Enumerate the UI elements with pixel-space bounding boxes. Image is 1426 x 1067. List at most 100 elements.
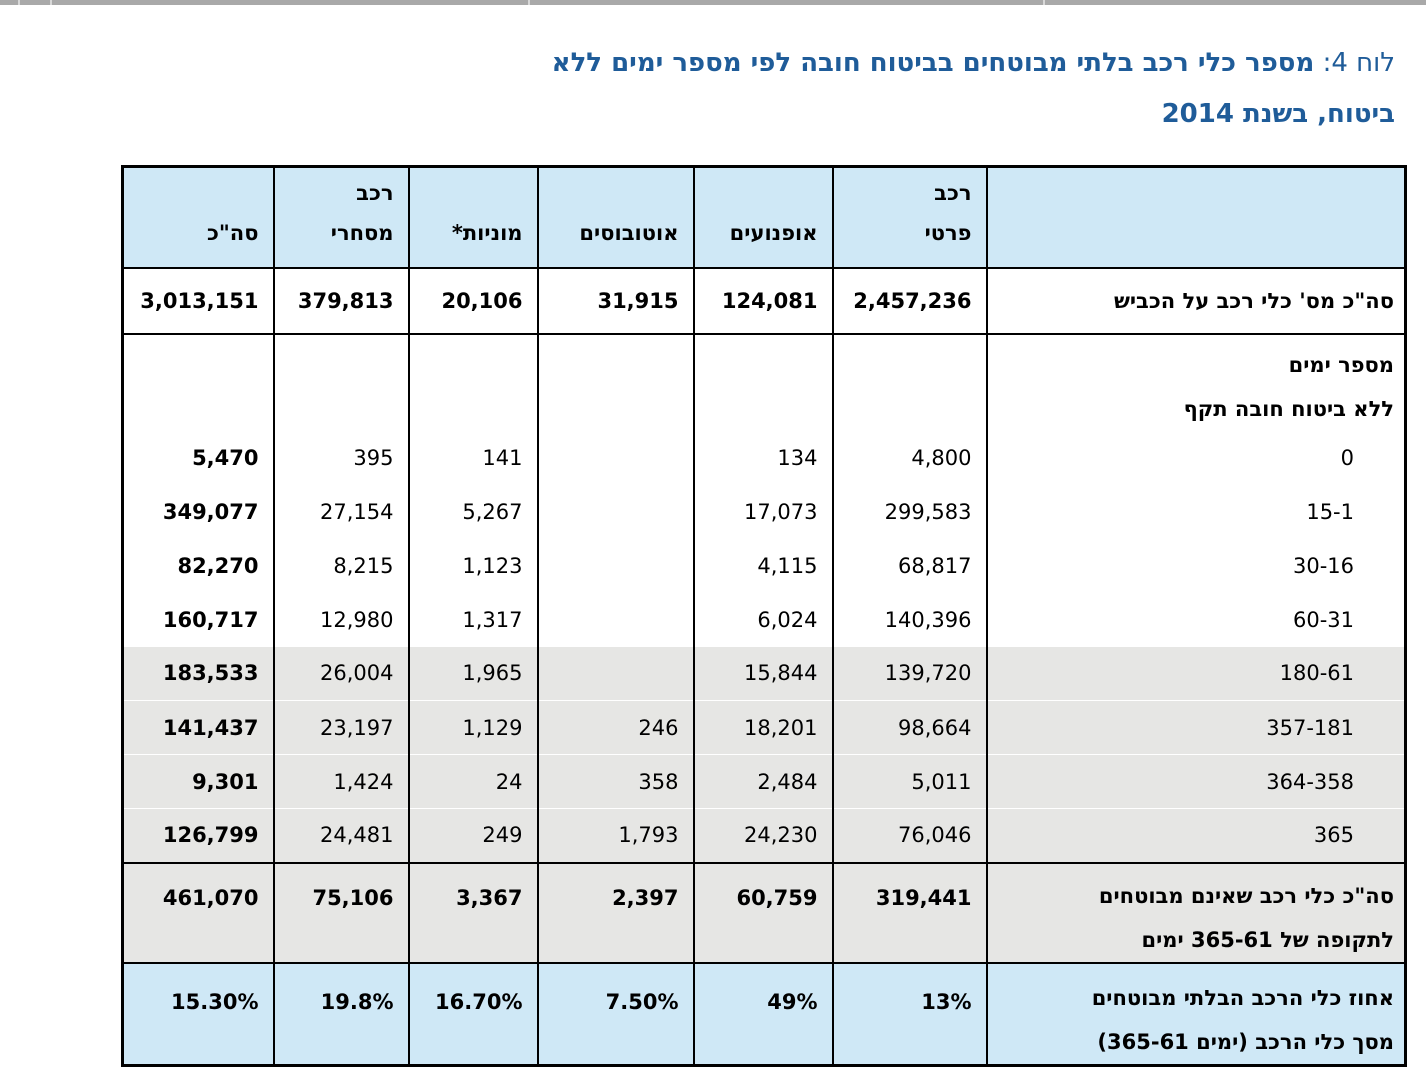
cell-commercial: 395 — [272, 430, 410, 485]
cell-total: 9,301 — [121, 754, 275, 809]
percent-label-line2: (365-61 ימים) מסך כלי הרכב — [994, 1020, 1394, 1064]
cell-empty — [831, 333, 988, 431]
cell-motorcycles: 17,073 — [692, 484, 834, 539]
cell-commercial: 24,481 — [272, 808, 410, 863]
strip-separator — [528, 0, 530, 5]
cell-taxis: 3,367 — [407, 862, 539, 963]
row-label: סה"כ מס' כלי רכב על הכביש — [985, 267, 1407, 334]
cell-buses: 1,793 — [536, 808, 695, 863]
header-grand-total: סה"כ — [121, 166, 275, 268]
cell-private: 4,800 — [831, 430, 988, 485]
row-total-uninsured: סה"כ כלי רכב שאינם מבוטחים לתקופה של 365… — [121, 862, 1407, 963]
header-buses: אוטובוסים — [536, 166, 695, 268]
uninsured-vehicles-table: רכב פרטי אופנועים אוטובוסים מוניות* רכב … — [121, 165, 1407, 1067]
title-line-1: לוח 4: מספר כלי רכב בלתי מבוטחים בביטוח … — [552, 38, 1395, 89]
cell-empty — [692, 333, 834, 431]
row-section-title: מספר ימים ללא ביטוח חובה תקף — [121, 333, 1407, 431]
cell-taxis: 1,123 — [407, 538, 539, 593]
cell-total: 15.30% — [121, 962, 275, 1065]
cell-motorcycles: 60,759 — [692, 862, 834, 963]
row-days-181-357: 357-181 98,664 18,201 246 1,129 23,197 1… — [121, 700, 1407, 755]
cell-total: 349,077 — [121, 484, 275, 539]
header-taxis: מוניות* — [407, 166, 539, 268]
cell-total: 141,437 — [121, 700, 275, 755]
percent-label-line1: אחוז כלי הרכב הבלתי מבוטחים — [1091, 985, 1394, 1010]
header-private-line2: פרטי — [924, 220, 972, 245]
cell-buses — [536, 592, 695, 647]
cell-private: 319,441 — [831, 862, 988, 963]
cell-buses: 358 — [536, 754, 695, 809]
cell-buses: 31,915 — [536, 267, 695, 334]
cell-empty — [536, 333, 695, 431]
cell-commercial: 26,004 — [272, 646, 410, 701]
total-uninsured-label-line1: סה"כ כלי רכב שאינם מבוטחים — [1098, 883, 1394, 908]
row-label: אחוז כלי הרכב הבלתי מבוטחים (365-61 ימים… — [985, 962, 1407, 1065]
cell-taxis: 24 — [407, 754, 539, 809]
day-range-label: 30-16 — [985, 538, 1407, 593]
title-line-2: ביטוח, בשנת 2014 — [1161, 99, 1395, 129]
cell-commercial: 379,813 — [272, 267, 410, 334]
cell-taxis: 1,965 — [407, 646, 539, 701]
cell-taxis: 16.70% — [407, 962, 539, 1065]
cell-taxis: 1,317 — [407, 592, 539, 647]
strip-separator — [1043, 0, 1045, 5]
cell-motorcycles: 6,024 — [692, 592, 834, 647]
cell-private: 139,720 — [831, 646, 988, 701]
cell-private: 5,011 — [831, 754, 988, 809]
cell-private: 299,583 — [831, 484, 988, 539]
row-days-61-180: 180-61 139,720 15,844 1,965 26,004 183,5… — [121, 646, 1407, 701]
cell-total: 3,013,151 — [121, 267, 275, 334]
day-range-label: 364-358 — [985, 754, 1407, 809]
cell-motorcycles: 18,201 — [692, 700, 834, 755]
cell-buses: 246 — [536, 700, 695, 755]
day-range-label: 60-31 — [985, 592, 1407, 647]
header-motorcycles: אופנועים — [692, 166, 834, 268]
strip-separator — [50, 0, 52, 5]
row-days-31-60: 60-31 140,396 6,024 1,317 12,980 160,717 — [121, 592, 1407, 647]
header-commercial-line2: מסחרי — [330, 220, 394, 245]
cell-buses: 7.50% — [536, 962, 695, 1065]
header-commercial-line1: רכב — [356, 180, 394, 205]
row-days-0: 0 4,800 134 141 395 5,470 — [121, 430, 1407, 485]
cell-private: 68,817 — [831, 538, 988, 593]
header-private-line1: רכב — [934, 180, 972, 205]
cell-private: 140,396 — [831, 592, 988, 647]
cell-taxis: 141 — [407, 430, 539, 485]
cell-taxis: 249 — [407, 808, 539, 863]
cell-commercial: 1,424 — [272, 754, 410, 809]
cell-private: 13% — [831, 962, 988, 1065]
cell-motorcycles: 124,081 — [692, 267, 834, 334]
cell-commercial: 19.8% — [272, 962, 410, 1065]
section-title-line1: מספר ימים — [1288, 352, 1394, 377]
row-percent-uninsured: אחוז כלי הרכב הבלתי מבוטחים (365-61 ימים… — [121, 962, 1407, 1065]
cell-motorcycles: 15,844 — [692, 646, 834, 701]
percent-label-range: (365-61 ימים) — [1097, 1029, 1248, 1054]
cell-private: 98,664 — [831, 700, 988, 755]
cell-motorcycles: 49% — [692, 962, 834, 1065]
header-commercial-vehicle: רכב מסחרי — [272, 166, 410, 268]
row-days-16-30: 30-16 68,817 4,115 1,123 8,215 82,270 — [121, 538, 1407, 593]
day-range-label: 0 — [985, 430, 1407, 485]
cell-buses: 2,397 — [536, 862, 695, 963]
percent-label-rest: מסך כלי הרכב — [1255, 1029, 1394, 1054]
cell-buses — [536, 538, 695, 593]
cell-motorcycles: 2,484 — [692, 754, 834, 809]
section-title: מספר ימים ללא ביטוח חובה תקף — [985, 333, 1407, 431]
cell-buses — [536, 484, 695, 539]
cell-private: 2,457,236 — [831, 267, 988, 334]
cell-motorcycles: 4,115 — [692, 538, 834, 593]
cell-total: 160,717 — [121, 592, 275, 647]
cell-total: 5,470 — [121, 430, 275, 485]
day-range-label: 15-1 — [985, 484, 1407, 539]
cell-taxis: 20,106 — [407, 267, 539, 334]
section-title-line2: ללא ביטוח חובה תקף — [1183, 396, 1394, 421]
table-header-row: רכב פרטי אופנועים אוטובוסים מוניות* רכב … — [121, 166, 1407, 268]
day-range-label: 180-61 — [985, 646, 1407, 701]
cell-empty — [407, 333, 539, 431]
cell-total: 82,270 — [121, 538, 275, 593]
total-uninsured-label-line2: לתקופה של 365-61 ימים — [1141, 927, 1395, 952]
cell-commercial: 12,980 — [272, 592, 410, 647]
window-edge-strip — [0, 0, 1426, 5]
cell-total: 183,533 — [121, 646, 275, 701]
header-private-vehicle: רכב פרטי — [831, 166, 988, 268]
